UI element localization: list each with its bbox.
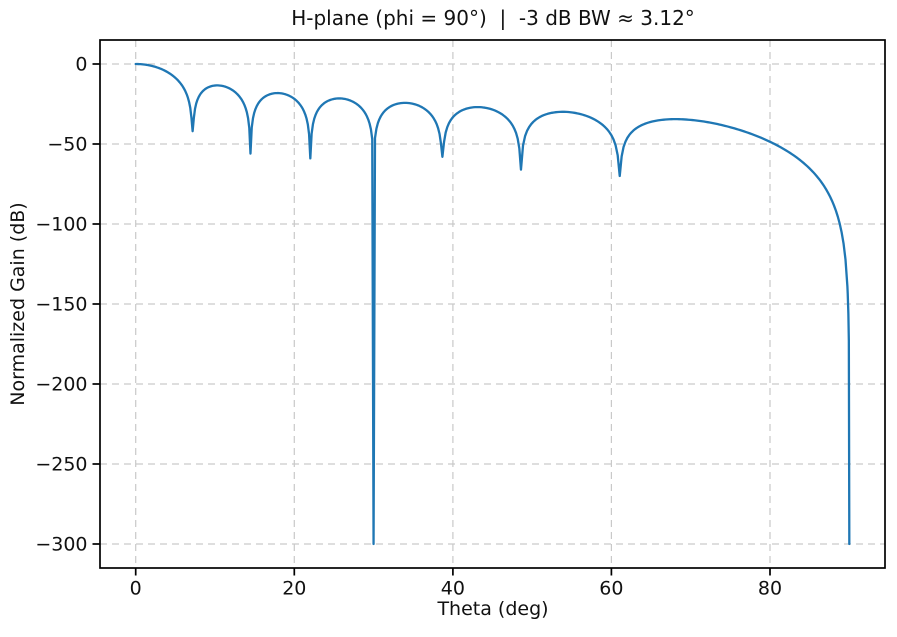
- x-tick-label: 60: [599, 578, 623, 600]
- y-tick-label: −100: [35, 214, 87, 236]
- x-tick-label: 40: [441, 578, 465, 600]
- y-tick-label: −200: [35, 374, 87, 396]
- x-tick-label: 20: [282, 578, 306, 600]
- x-tick-label: 80: [758, 578, 782, 600]
- x-axis-label: Theta (deg): [437, 598, 549, 620]
- y-axis-label: Normalized Gain (dB): [7, 202, 29, 406]
- y-tick-label: −50: [47, 134, 87, 156]
- chart-title: H-plane (phi = 90°) | -3 dB BW ≈ 3.12°: [291, 6, 695, 30]
- pattern-curve: [134, 62, 851, 546]
- axes-frame: [99, 39, 886, 569]
- y-tick-label: −150: [35, 294, 87, 316]
- y-tick-label: −300: [35, 534, 87, 556]
- x-tick-label: 0: [130, 578, 142, 600]
- y-tick-label: −250: [35, 454, 87, 476]
- y-tick-label: 0: [75, 54, 87, 76]
